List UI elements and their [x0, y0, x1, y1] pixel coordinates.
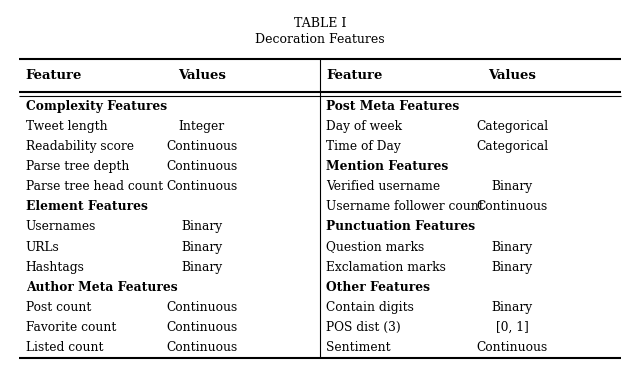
- Text: TABLE I: TABLE I: [294, 17, 346, 30]
- Text: Binary: Binary: [492, 261, 532, 274]
- Text: Categorical: Categorical: [476, 120, 548, 133]
- Text: Mention Features: Mention Features: [326, 160, 449, 173]
- Text: [0, 1]: [0, 1]: [495, 321, 529, 334]
- Text: Continuous: Continuous: [166, 301, 237, 314]
- Text: Binary: Binary: [181, 261, 222, 274]
- Text: Tweet length: Tweet length: [26, 120, 108, 133]
- Text: Continuous: Continuous: [476, 200, 548, 213]
- Text: Binary: Binary: [492, 301, 532, 314]
- Text: Binary: Binary: [492, 180, 532, 193]
- Text: Parse tree head count: Parse tree head count: [26, 180, 163, 193]
- Text: Parse tree depth: Parse tree depth: [26, 160, 129, 173]
- Text: Binary: Binary: [492, 241, 532, 254]
- Text: Integer: Integer: [179, 120, 225, 133]
- Text: Element Features: Element Features: [26, 200, 147, 213]
- Text: Complexity Features: Complexity Features: [26, 100, 167, 113]
- Text: Username follower count: Username follower count: [326, 200, 484, 213]
- Text: Values: Values: [178, 69, 225, 82]
- Text: Decoration Features: Decoration Features: [255, 33, 385, 46]
- Text: Day of week: Day of week: [326, 120, 403, 133]
- Text: Continuous: Continuous: [166, 160, 237, 173]
- Text: Continuous: Continuous: [476, 341, 548, 354]
- Text: Categorical: Categorical: [476, 140, 548, 153]
- Text: Hashtags: Hashtags: [26, 261, 84, 274]
- Text: Punctuation Features: Punctuation Features: [326, 220, 476, 234]
- Text: POS dist (3): POS dist (3): [326, 321, 401, 334]
- Text: Favorite count: Favorite count: [26, 321, 116, 334]
- Text: Values: Values: [488, 69, 536, 82]
- Text: Usernames: Usernames: [26, 220, 96, 234]
- Text: Other Features: Other Features: [326, 281, 430, 294]
- Text: Time of Day: Time of Day: [326, 140, 401, 153]
- Text: Binary: Binary: [181, 220, 222, 234]
- Text: URLs: URLs: [26, 241, 60, 254]
- Text: Feature: Feature: [326, 69, 383, 82]
- Text: Continuous: Continuous: [166, 140, 237, 153]
- Text: Contain digits: Contain digits: [326, 301, 414, 314]
- Text: Binary: Binary: [181, 241, 222, 254]
- Text: Sentiment: Sentiment: [326, 341, 391, 354]
- Text: Continuous: Continuous: [166, 321, 237, 334]
- Text: Author Meta Features: Author Meta Features: [26, 281, 177, 294]
- Text: Continuous: Continuous: [166, 341, 237, 354]
- Text: Listed count: Listed count: [26, 341, 103, 354]
- Text: Post Meta Features: Post Meta Features: [326, 100, 460, 113]
- Text: Continuous: Continuous: [166, 180, 237, 193]
- Text: Feature: Feature: [26, 69, 82, 82]
- Text: Verified username: Verified username: [326, 180, 440, 193]
- Text: Question marks: Question marks: [326, 241, 425, 254]
- Text: Readability score: Readability score: [26, 140, 134, 153]
- Text: Post count: Post count: [26, 301, 91, 314]
- Text: Exclamation marks: Exclamation marks: [326, 261, 446, 274]
